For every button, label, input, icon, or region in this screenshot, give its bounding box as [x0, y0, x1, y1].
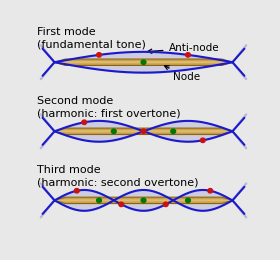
Polygon shape	[55, 128, 232, 134]
Circle shape	[141, 60, 146, 64]
Circle shape	[171, 129, 176, 133]
Circle shape	[141, 129, 146, 133]
Circle shape	[82, 120, 87, 125]
Polygon shape	[55, 197, 232, 204]
Text: First mode
(fundamental tone): First mode (fundamental tone)	[37, 27, 146, 49]
Circle shape	[208, 188, 213, 193]
Circle shape	[163, 202, 168, 206]
Circle shape	[200, 138, 205, 142]
Circle shape	[186, 198, 190, 203]
Polygon shape	[55, 59, 232, 66]
Circle shape	[141, 198, 146, 203]
Text: Anti-node: Anti-node	[148, 43, 219, 53]
Circle shape	[186, 53, 190, 57]
Polygon shape	[55, 199, 232, 202]
Text: Second mode
(harmonic: first overtone): Second mode (harmonic: first overtone)	[37, 96, 181, 118]
Circle shape	[97, 53, 101, 57]
Polygon shape	[55, 61, 232, 63]
Polygon shape	[55, 130, 232, 132]
Text: Third mode
(harmonic: second overtone): Third mode (harmonic: second overtone)	[37, 165, 199, 187]
Circle shape	[119, 202, 124, 206]
Text: Node: Node	[165, 66, 200, 82]
Circle shape	[74, 188, 79, 193]
Circle shape	[111, 129, 116, 133]
Circle shape	[97, 198, 101, 203]
